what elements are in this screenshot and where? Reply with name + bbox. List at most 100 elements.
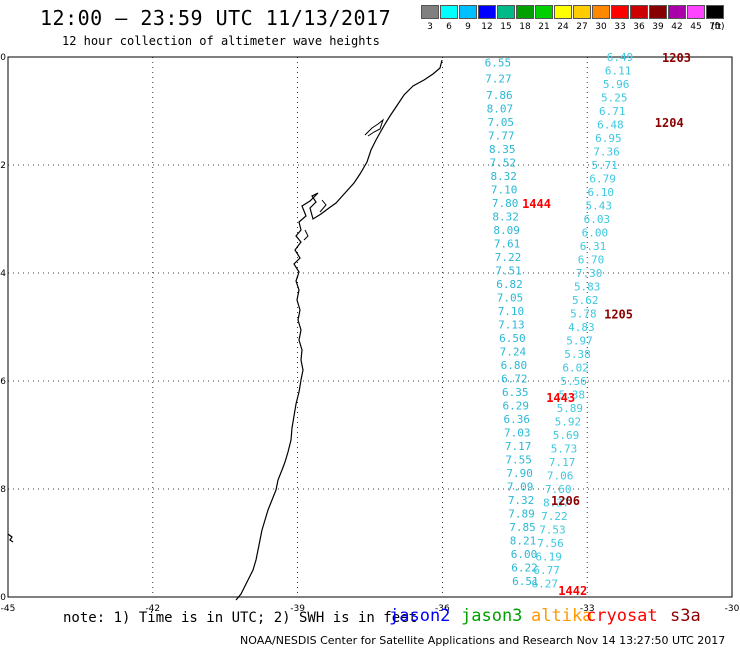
- wave-height-value: 5.83: [574, 281, 601, 294]
- lon-tick-label: -45: [1, 604, 16, 614]
- wave-height-value: 4.83: [568, 321, 595, 334]
- island-outline: [7, 533, 14, 543]
- satellite-legend-jason2: jason2: [389, 606, 451, 626]
- wave-height-value: 7.32: [508, 494, 535, 507]
- wave-height-value: 6.72: [501, 372, 528, 385]
- map-title: 12:00 – 23:59 UTC 11/13/2017: [40, 6, 392, 30]
- lat-tick-label: -18: [0, 485, 6, 495]
- scale-label: 45: [690, 22, 702, 32]
- wave-height-value: 5.25: [601, 92, 628, 105]
- wave-height-value: 6.95: [595, 132, 622, 145]
- scale-swatch: [459, 5, 477, 19]
- wave-height-value: 7.22: [541, 510, 568, 523]
- wave-height-value: 6.49: [607, 51, 634, 64]
- credit-line: NOAA/NESDIS Center for Satellite Applica…: [240, 634, 726, 647]
- scale-label: 42: [671, 22, 683, 32]
- wave-height-value: 8.07: [487, 102, 514, 115]
- wave-height-value: 7.10: [491, 183, 518, 196]
- wave-height-value: 8.09: [493, 224, 520, 237]
- map-frame: [7, 56, 733, 598]
- lat-tick-label: -20: [0, 593, 6, 603]
- scale-label: 12: [481, 22, 493, 32]
- scale-label: 21: [538, 22, 550, 32]
- wave-height-value: 7.13: [498, 318, 525, 331]
- scale-swatch: [440, 5, 458, 19]
- pass-time-label: 1444: [522, 197, 551, 211]
- wave-height-value: 8.35: [489, 143, 516, 156]
- lat-tick-label: -12: [0, 161, 6, 171]
- scale-label: 18: [519, 22, 531, 32]
- lon-tick-label: -36: [435, 604, 450, 614]
- satellite-legend-s3a: s3a: [670, 606, 701, 626]
- wave-height-value: 5.38: [564, 348, 591, 361]
- scale-swatch: [706, 5, 724, 19]
- wave-height-value: 6.36: [503, 413, 530, 426]
- wave-height-value: 7.03: [504, 426, 531, 439]
- wave-height-value: 7.80: [492, 197, 519, 210]
- wave-height-value: 7.90: [506, 467, 533, 480]
- wave-height-value: 5.56: [560, 375, 587, 388]
- scale-swatch: [668, 5, 686, 19]
- satellite-legend-altika: altika: [531, 606, 593, 626]
- wave-height-value: 6.71: [599, 105, 626, 118]
- wave-height-value: 7.05: [497, 291, 524, 304]
- pass-time-label: 1203: [662, 51, 691, 65]
- wave-height-value: 5.73: [551, 443, 578, 456]
- scale-swatch: [611, 5, 629, 19]
- wave-height-value: 6.11: [605, 65, 632, 78]
- wave-height-value: 6.02: [562, 362, 589, 375]
- lon-tick-label: -39: [290, 604, 305, 614]
- coastline-inlet: [303, 118, 385, 241]
- scale-unit: (ft): [711, 22, 725, 32]
- wave-height-value: 6.77: [533, 564, 560, 577]
- wave-height-value: 5.97: [566, 335, 593, 348]
- wave-height-value: 7.86: [486, 89, 513, 102]
- wave-height-value: 6.03: [584, 213, 611, 226]
- scale-swatch: [421, 5, 439, 19]
- wave-height-value: 6.10: [587, 186, 614, 199]
- wave-height-value: 7.09: [507, 480, 534, 493]
- jason-track-west: 6.557.277.868.077.057.778.357.528.327.10…: [485, 56, 539, 587]
- wave-height-value: 7.51: [495, 264, 522, 277]
- wave-height-value: 6.35: [502, 386, 529, 399]
- wave-height-value: 7.05: [488, 116, 515, 129]
- scale-swatch: [687, 5, 705, 19]
- lon-tick-label: -42: [145, 604, 160, 614]
- wave-height-value: 6.50: [499, 332, 526, 345]
- wave-height-value: 7.52: [489, 156, 516, 169]
- wave-height-value: 7.22: [495, 251, 522, 264]
- wave-height-value: 7.77: [488, 129, 515, 142]
- units-note: note: 1) Time is in UTC; 2) SWH is in fe…: [63, 610, 418, 626]
- wave-height-value: 5.38: [559, 389, 586, 402]
- lat-tick-label: -16: [0, 377, 6, 387]
- pass-time-label: 1204: [655, 116, 684, 130]
- scale-swatch: [516, 5, 534, 19]
- wave-height-value: 6.82: [496, 278, 523, 291]
- scale-swatch: [478, 5, 496, 19]
- map-subtitle: 12 hour collection of altimeter wave hei…: [62, 34, 380, 48]
- pass-time-label: 1443: [546, 391, 575, 405]
- scale-label: 30: [595, 22, 607, 32]
- scale-label: 33: [614, 22, 626, 32]
- lat-tick-label: -10: [0, 53, 6, 63]
- pass-time-label: 1205: [604, 308, 633, 322]
- pass-time-label: 1442: [558, 584, 587, 598]
- wave-height-value: 5.43: [586, 200, 613, 213]
- scale-label: 6: [446, 22, 452, 32]
- scale-label: 27: [576, 22, 588, 32]
- scale-swatch: [592, 5, 610, 19]
- wave-height-value: 7.85: [509, 521, 536, 534]
- pass-time-labels: 1203 1204 1444 1205 1443 1206 1442: [522, 51, 691, 598]
- satellite-legend-cryosat: cryosat: [586, 606, 658, 626]
- scale-label: 9: [465, 22, 471, 32]
- wave-height-value: 7.24: [500, 345, 527, 358]
- scale-label: 15: [500, 22, 512, 32]
- wave-height-value: 8.32: [490, 170, 517, 183]
- lat-tick-label: -14: [0, 269, 6, 279]
- wave-height-value: 6.48: [597, 119, 624, 132]
- scale-swatch: [630, 5, 648, 19]
- wave-height-value: 8.32: [492, 210, 519, 223]
- wave-height-value: 7.17: [549, 456, 576, 469]
- wave-height-value: 6.27: [531, 578, 558, 591]
